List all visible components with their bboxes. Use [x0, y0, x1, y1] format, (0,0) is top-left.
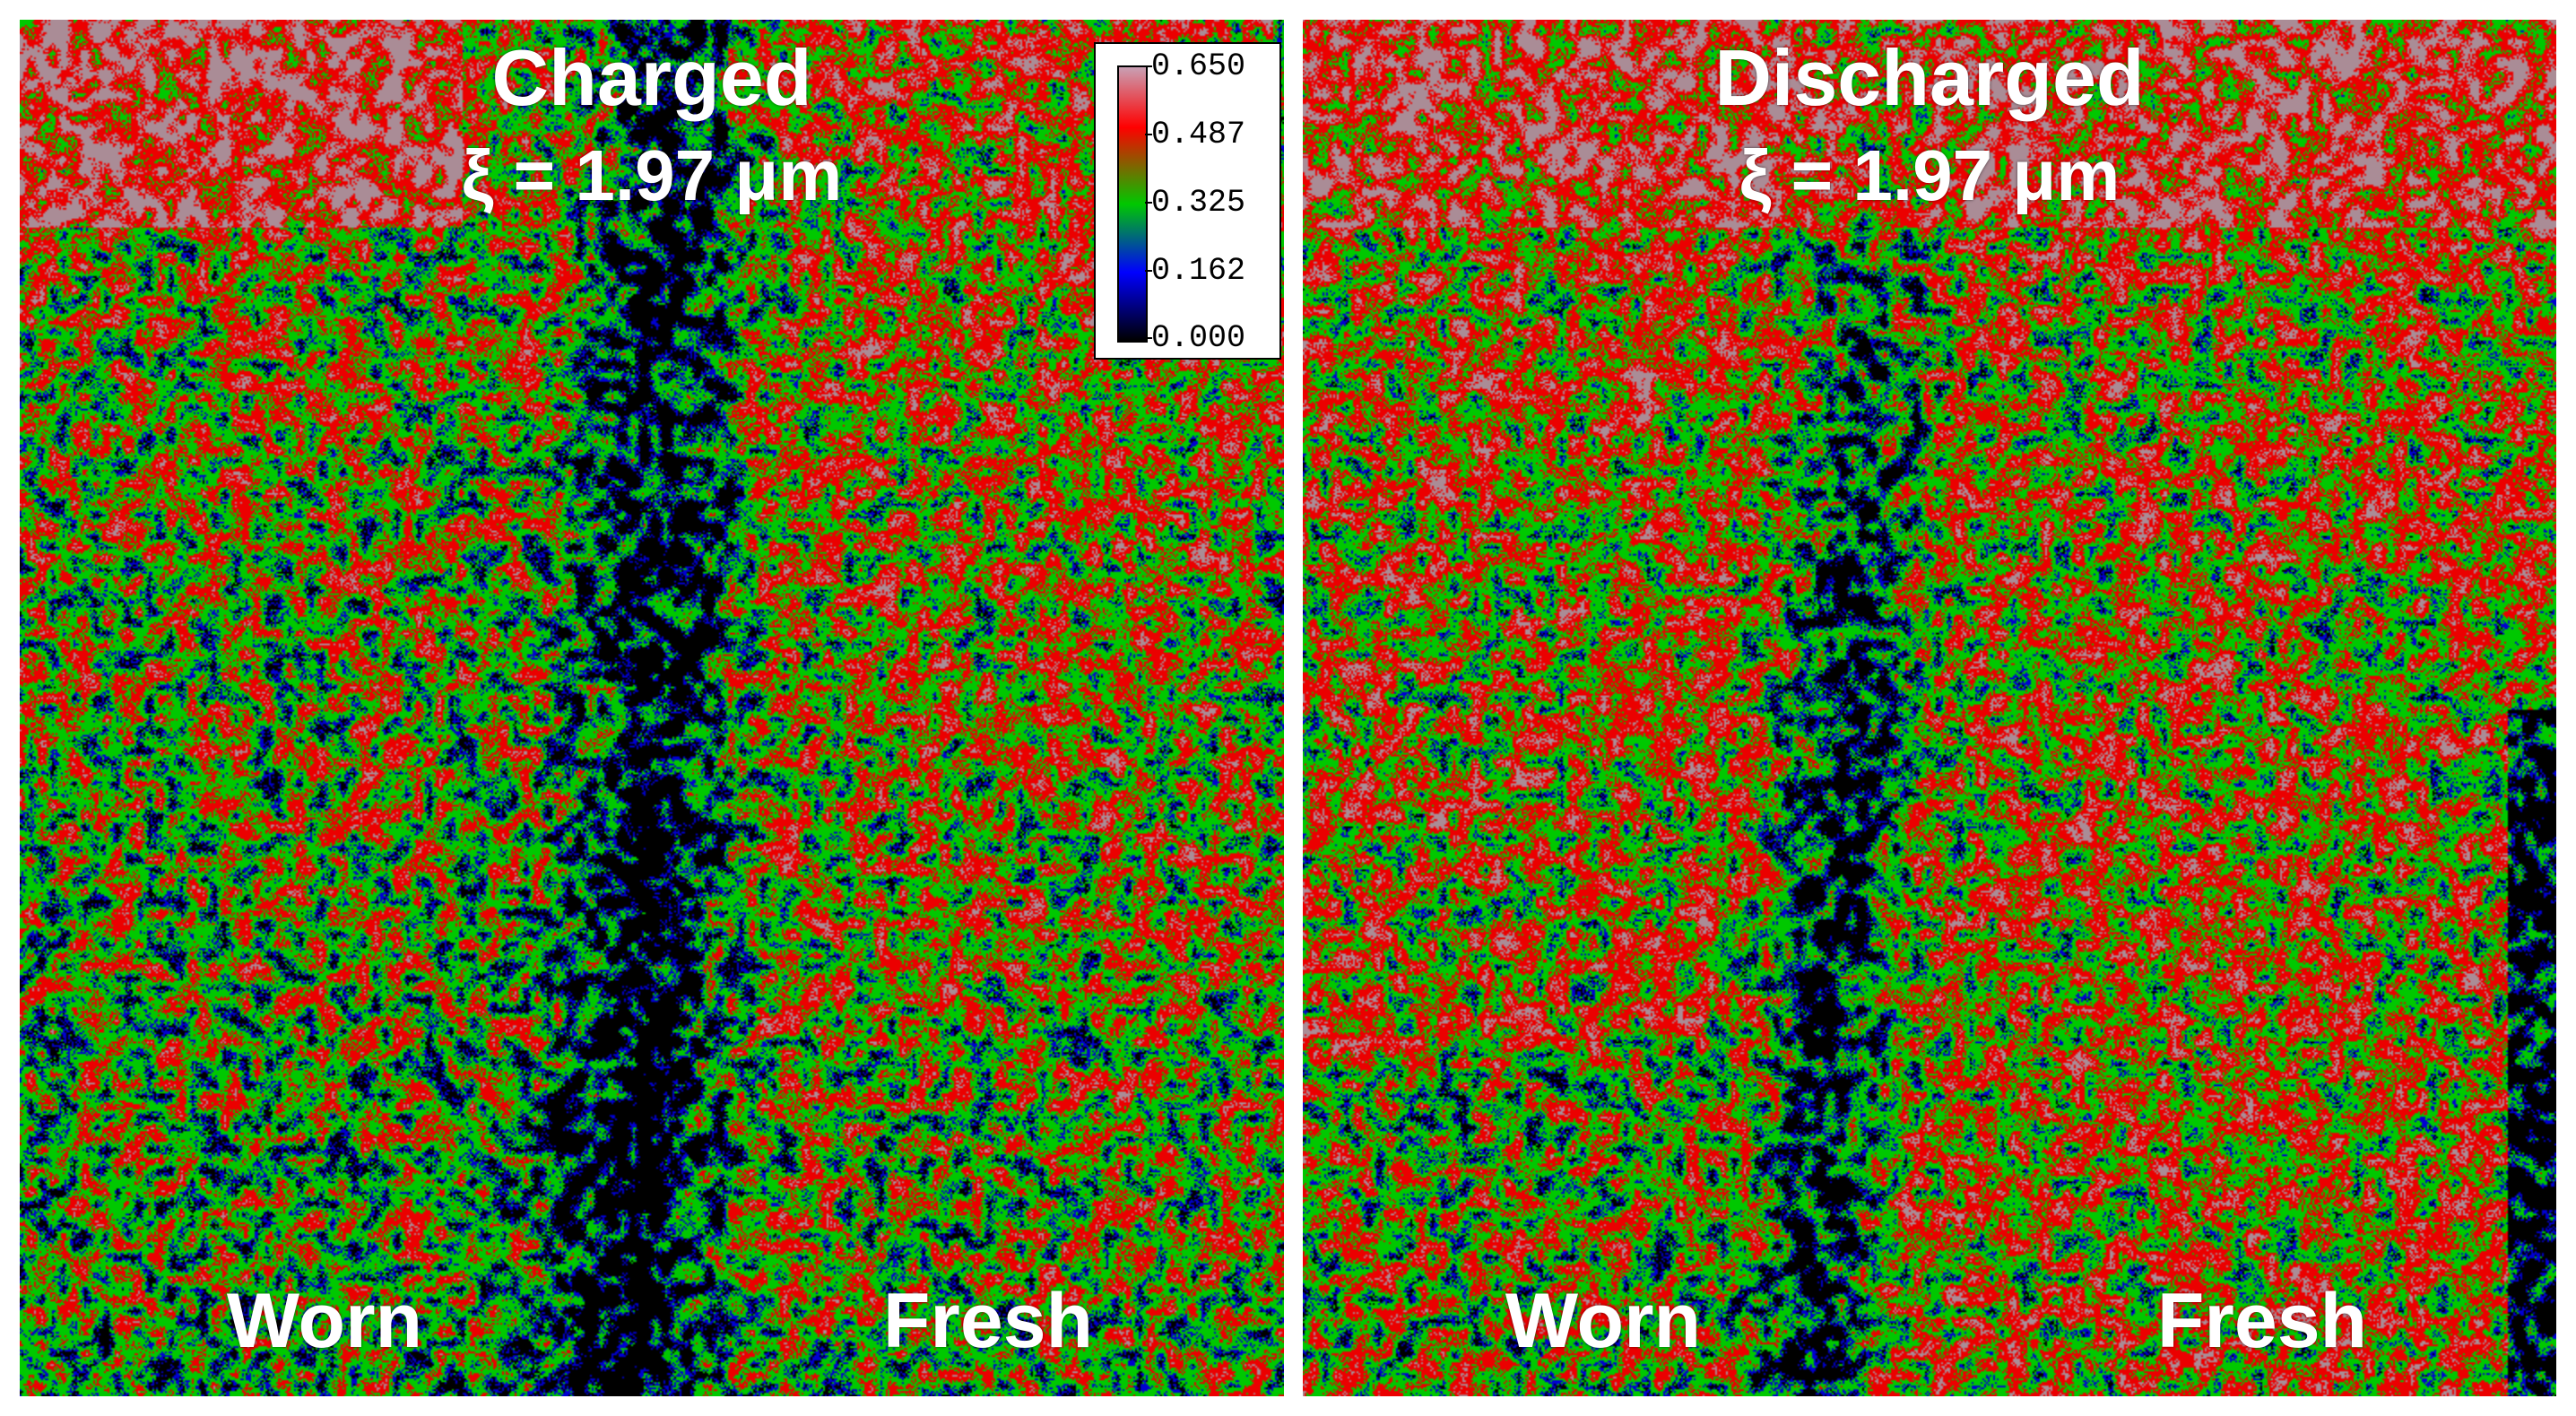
charged-correlation-length: ξ = 1.97 μm — [461, 135, 843, 215]
colorbar-tick: 0.325 — [1151, 185, 1246, 221]
charged-map-panel: Charged ξ = 1.97 μm Worn Fresh 0.650 0.4… — [20, 20, 1284, 1396]
discharged-map-panel: Discharged ξ = 1.97 μm Worn Fresh — [1303, 20, 2556, 1396]
charged-fresh-label: Fresh — [882, 1278, 1094, 1364]
discharged-correlation-length: ξ = 1.97 μm — [1739, 135, 2121, 215]
colorbar-tick: 0.162 — [1151, 253, 1246, 289]
colorbar-tick: 0.487 — [1151, 117, 1246, 152]
discharged-worn-label: Worn — [1505, 1278, 1702, 1364]
colorbar-tick-max: 0.650 — [1151, 48, 1246, 84]
discharged-fresh-label: Fresh — [2156, 1278, 2368, 1364]
charged-heatmap-image — [20, 20, 1284, 1396]
colorbar-gradient — [1117, 65, 1148, 343]
discharged-title: Discharged — [1714, 33, 2145, 122]
charged-worn-label: Worn — [226, 1278, 423, 1364]
colorbar-legend: 0.650 0.487 0.325 0.162 0.000 — [1094, 42, 1281, 360]
charged-title: Charged — [491, 33, 812, 122]
colorbar-tick-min: 0.000 — [1151, 320, 1246, 356]
discharged-heatmap-image — [1303, 20, 2556, 1396]
